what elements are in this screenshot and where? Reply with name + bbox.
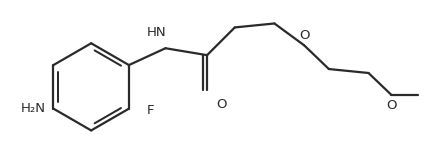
Text: O: O: [299, 29, 309, 42]
Text: H₂N: H₂N: [20, 102, 45, 115]
Text: HN: HN: [147, 26, 166, 39]
Text: O: O: [386, 99, 397, 112]
Text: O: O: [216, 98, 227, 111]
Text: F: F: [147, 104, 154, 117]
